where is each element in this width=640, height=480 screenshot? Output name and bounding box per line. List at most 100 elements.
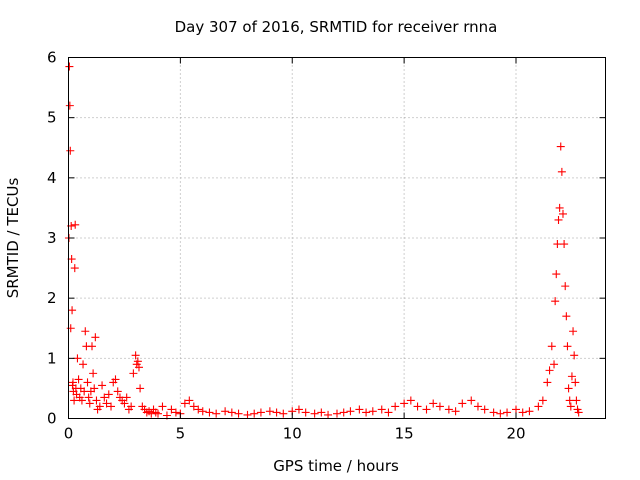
data-point-122 (547, 342, 556, 351)
data-point-75 (212, 409, 221, 418)
data-point-80 (250, 409, 259, 418)
data-point-139 (567, 372, 576, 381)
data-point-11 (70, 396, 79, 405)
data-point-86 (294, 405, 303, 414)
data-point-84 (279, 409, 288, 418)
data-point-83 (272, 408, 281, 417)
data-point-47 (122, 393, 131, 402)
axis-ticks: 0 5 10 15 20 0 1 2 3 4 5 6 (47, 49, 606, 443)
data-point-132 (560, 240, 569, 249)
data-point-110 (473, 402, 482, 411)
data-point-109 (467, 396, 476, 405)
data-point-76 (221, 407, 230, 416)
data-point-72 (194, 405, 203, 414)
data-point-97 (377, 405, 386, 414)
data-point-77 (227, 408, 236, 417)
grid (68, 57, 606, 419)
data-point-1 (65, 62, 74, 71)
data-point-114 (503, 408, 512, 417)
x-tick-label-2: 10 (283, 425, 302, 443)
data-point-118 (534, 402, 543, 411)
data-point-32 (91, 333, 100, 342)
data-point-126 (553, 240, 562, 249)
data-point-113 (496, 409, 505, 418)
data-point-108 (458, 399, 467, 408)
y-tick-label-2: 2 (47, 289, 57, 307)
data-point-98 (384, 408, 393, 417)
data-point-30 (89, 369, 98, 378)
data-point-96 (368, 407, 377, 416)
data-point-87 (301, 408, 310, 417)
data-point-99 (391, 402, 400, 411)
data-point-88 (310, 409, 319, 418)
data-point-38 (102, 399, 111, 408)
data-point-131 (558, 209, 567, 218)
data-point-16 (73, 354, 82, 363)
data-point-78 (234, 409, 243, 418)
data-point-12 (70, 264, 79, 273)
data-point-22 (80, 387, 89, 396)
data-point-125 (552, 270, 561, 279)
data-point-46 (120, 399, 129, 408)
data-point-66 (167, 405, 176, 414)
data-point-51 (131, 351, 140, 360)
x-tick-label-0: 0 (64, 425, 74, 443)
data-point-89 (317, 408, 326, 417)
data-point-50 (129, 369, 138, 378)
data-point-49 (127, 402, 136, 411)
data-point-101 (406, 396, 415, 405)
x-tick-label-1: 5 (176, 425, 186, 443)
data-point-136 (564, 384, 573, 393)
data-point-33 (92, 396, 101, 405)
data-point-123 (550, 360, 559, 369)
data-point-111 (480, 405, 489, 414)
data-point-140 (569, 327, 578, 336)
chart-title: Day 307 of 2016, SRMTID for receiver rnn… (175, 18, 498, 36)
data-point-7 (68, 306, 77, 315)
data-point-120 (543, 378, 552, 387)
data-point-43 (113, 387, 122, 396)
data-point-9 (68, 378, 77, 387)
data-point-74 (205, 408, 214, 417)
data-point-21 (79, 360, 88, 369)
data-point-71 (189, 402, 198, 411)
data-point-112 (489, 408, 498, 417)
data-point-13 (71, 220, 80, 229)
data-point-95 (362, 408, 371, 417)
data-point-25 (83, 378, 92, 387)
data-point-135 (563, 342, 572, 351)
data-point-121 (545, 366, 554, 375)
data-point-36 (98, 381, 107, 390)
data-point-142 (571, 378, 580, 387)
data-point-40 (107, 402, 116, 411)
data-point-27 (85, 399, 94, 408)
data-point-145 (574, 408, 583, 417)
data-point-141 (570, 351, 579, 360)
data-point-137 (565, 396, 574, 405)
data-point-90 (324, 410, 333, 419)
data-point-81 (256, 408, 265, 417)
data-point-60 (147, 409, 156, 418)
data-point-104 (429, 399, 438, 408)
data-point-64 (158, 402, 167, 411)
data-point-4 (66, 324, 75, 333)
data-point-116 (518, 408, 527, 417)
data-point-107 (451, 407, 460, 416)
data-point-67 (171, 408, 180, 417)
data-point-102 (413, 402, 422, 411)
data-point-79 (243, 410, 252, 419)
data-point-2 (65, 101, 74, 110)
data-point-138 (566, 402, 575, 411)
data-point-53 (133, 357, 142, 366)
y-tick-label-5: 5 (47, 109, 57, 127)
data-point-93 (346, 407, 355, 416)
y-tick-label-6: 6 (47, 49, 57, 67)
y-axis-label: SRMTID / TECUs (4, 178, 22, 299)
data-point-134 (562, 312, 571, 321)
data-point-143 (572, 396, 581, 405)
data-point-100 (400, 399, 409, 408)
data-point-37 (100, 393, 109, 402)
x-tick-label-4: 20 (506, 425, 525, 443)
data-point-42 (111, 375, 120, 384)
